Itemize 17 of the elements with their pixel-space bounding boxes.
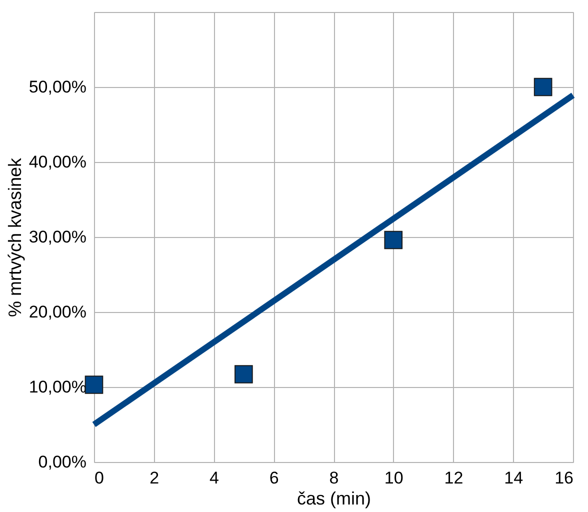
y-axis-title: % mrtvých kvasinek xyxy=(4,156,25,318)
y-tick-label: 10,00% xyxy=(28,378,86,396)
x-tick-label: 4 xyxy=(210,468,219,488)
y-tick-label: 50,00% xyxy=(28,78,86,96)
y-tick-label: 40,00% xyxy=(28,152,86,172)
x-tick-label: 10 xyxy=(384,468,404,488)
x-tick-label: 12 xyxy=(444,468,464,488)
y-tick-label: 20,00% xyxy=(28,302,86,322)
y-tick-label: 30,00% xyxy=(28,228,86,246)
x-tick-label: 2 xyxy=(150,468,160,488)
x-tick-label: 6 xyxy=(269,468,279,488)
x-tick-label: 8 xyxy=(329,468,339,488)
x-tick-label: 0 xyxy=(94,468,104,488)
x-axis-title: čas (min) xyxy=(296,488,372,508)
x-tick-label: 14 xyxy=(504,468,524,488)
y-tick-label: 0,00% xyxy=(38,452,86,472)
x-tick-label: 16 xyxy=(554,468,574,488)
